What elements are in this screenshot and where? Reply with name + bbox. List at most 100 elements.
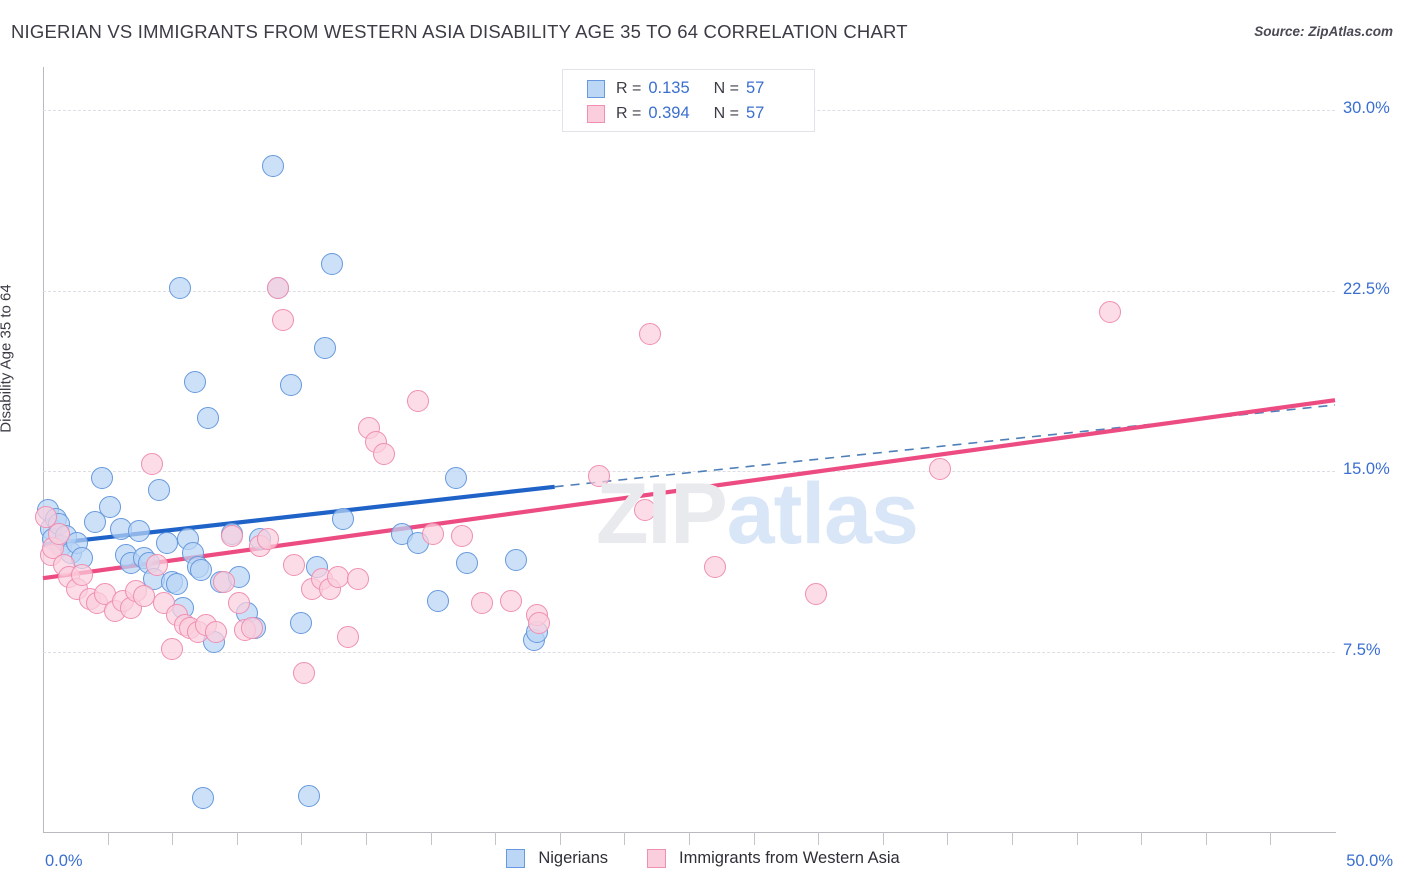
scatter-point	[280, 373, 303, 396]
scatter-point	[450, 525, 473, 548]
scatter-point	[1099, 301, 1122, 324]
scatter-point	[504, 549, 527, 572]
scatter-point	[148, 479, 171, 502]
x-axis-tick	[172, 832, 174, 845]
x-axis-tick	[495, 832, 497, 845]
scatter-point	[928, 457, 951, 480]
legend-swatch	[647, 849, 667, 868]
western-asia-swatch	[587, 104, 605, 123]
trend-lines	[42, 398, 1336, 581]
scatter-point	[587, 464, 610, 487]
x-axis-tick	[1270, 832, 1272, 845]
scatter-point	[292, 662, 315, 685]
y-axis-tick-label: 15.0%	[1343, 460, 1390, 479]
source-label: Source: ZipAtlas.com	[1254, 24, 1393, 39]
scatter-point	[336, 626, 359, 649]
legend-item-nigerians[interactable]: Nigerians	[506, 849, 608, 868]
n-label: N =	[713, 104, 739, 122]
scatter-point	[99, 496, 122, 519]
series-legend: Nigerians Immigrants from Western Asia	[0, 849, 1406, 868]
nigerians-swatch	[587, 79, 605, 98]
scatter-point	[261, 154, 284, 177]
y-axis-title: Disability Age 35 to 64	[0, 284, 15, 433]
scatter-point	[70, 563, 93, 586]
scatter-point	[256, 527, 279, 550]
scatter-point	[241, 616, 264, 639]
scatter-point	[132, 585, 155, 608]
scatter-point	[145, 553, 168, 576]
x-axis-tick	[1141, 832, 1143, 845]
y-axis-tick-label: 30.0%	[1343, 99, 1390, 118]
x-axis-tick	[1076, 832, 1078, 845]
x-axis-tick	[366, 832, 367, 845]
legend-swatch	[506, 849, 526, 868]
scatter-point	[406, 390, 429, 413]
n-label: N =	[713, 79, 739, 97]
scatter-point	[282, 553, 305, 576]
nigerians-trend-dashed	[554, 404, 1336, 488]
plot-area: ZIPatlas	[34, 67, 1336, 832]
legend-label: Nigerians	[538, 849, 609, 867]
scatter-point	[634, 498, 657, 521]
scatter-point	[427, 590, 450, 613]
x-axis-tick	[430, 832, 432, 845]
scatter-point	[298, 784, 321, 807]
scatter-point	[804, 582, 827, 605]
scatter-point	[331, 508, 354, 531]
correlation-legend-row: R = 0.135 N = 57	[563, 76, 814, 101]
scatter-point	[373, 443, 396, 466]
scatter-point	[192, 787, 215, 810]
scatter-point	[228, 592, 251, 615]
scatter-point	[445, 467, 468, 490]
x-axis-tick	[882, 832, 884, 845]
correlation-legend: R = 0.135 N = 57 R = 0.394 N = 57	[562, 69, 815, 132]
scatter-point	[703, 556, 726, 579]
gridline	[43, 651, 1335, 653]
scatter-point	[166, 573, 189, 596]
legend-item-western-asia[interactable]: Immigrants from Western Asia	[647, 849, 900, 868]
correlation-legend-row: R = 0.394 N = 57	[563, 101, 814, 126]
n-value: 57	[745, 79, 765, 97]
scatter-point	[47, 522, 70, 545]
scatter-point	[34, 505, 57, 528]
x-axis-tick	[818, 832, 820, 845]
scatter-point	[212, 570, 235, 593]
scatter-point	[168, 277, 191, 300]
western-asia-trend	[42, 398, 1336, 581]
gridline	[43, 290, 1335, 292]
r-value: 0.135	[648, 79, 690, 97]
scatter-point	[205, 621, 228, 644]
x-axis-tick	[107, 832, 109, 845]
y-axis-line	[43, 67, 44, 833]
x-axis-tick	[301, 832, 303, 845]
scatter-point	[272, 308, 295, 331]
scatter-point	[313, 337, 336, 360]
x-axis-tick	[1205, 832, 1207, 845]
scatter-point	[326, 566, 349, 588]
scatter-point	[91, 467, 114, 490]
r-label: R =	[616, 104, 642, 122]
scatter-point	[220, 525, 243, 548]
gridline	[43, 471, 1335, 473]
scatter-point	[639, 323, 662, 346]
scatter-point	[455, 551, 478, 574]
n-value: 57	[745, 104, 765, 122]
x-axis-tick	[947, 832, 949, 845]
y-axis-tick-label: 22.5%	[1343, 279, 1390, 298]
x-axis-tick	[1012, 832, 1013, 845]
scatter-point	[347, 568, 370, 591]
scatter-point	[499, 590, 522, 613]
x-axis-tick	[624, 832, 626, 845]
scatter-point	[528, 611, 551, 634]
r-value: 0.394	[648, 104, 690, 122]
scatter-point	[422, 522, 445, 545]
x-axis-max-label: 50.0%	[1346, 852, 1393, 870]
scatter-point	[197, 407, 220, 430]
scatter-point	[83, 510, 106, 533]
legend-label: Immigrants from Western Asia	[679, 849, 900, 867]
scatter-point	[140, 452, 163, 475]
x-axis-tick	[753, 832, 755, 845]
x-axis-tick	[689, 832, 690, 845]
scatter-point	[471, 592, 494, 615]
